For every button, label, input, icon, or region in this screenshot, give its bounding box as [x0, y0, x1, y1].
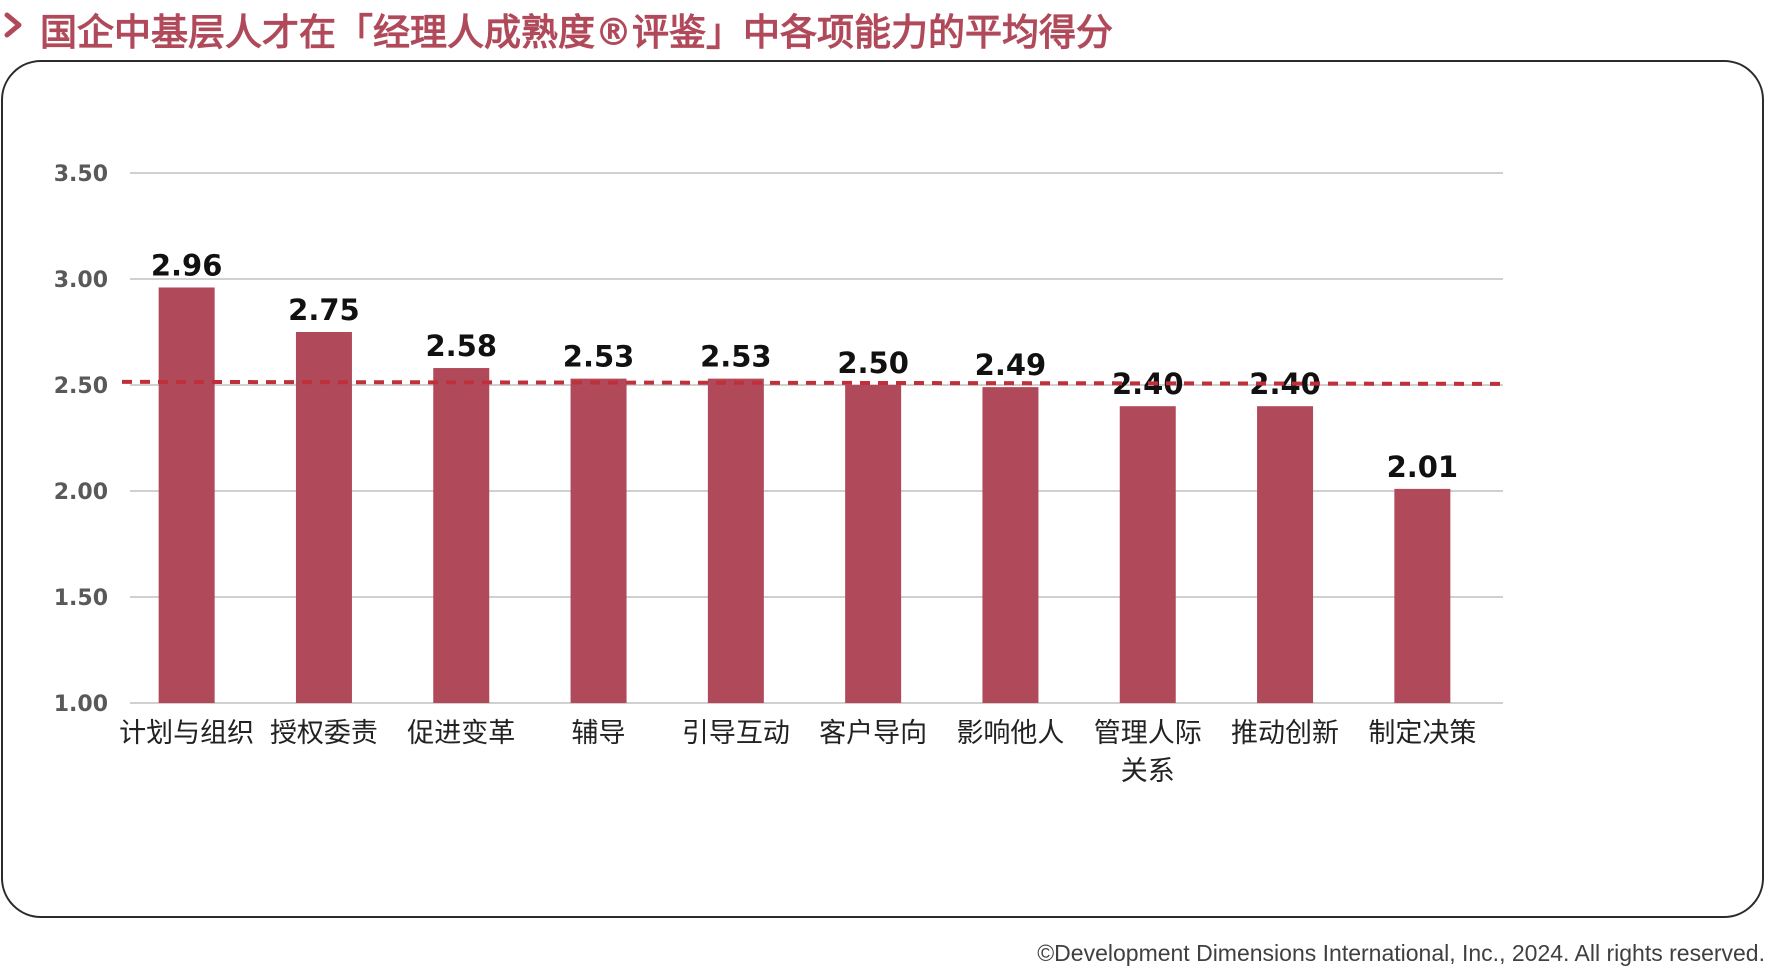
title-row: 国企中基层人才在「经理人成熟度®评鉴」中各项能力的平均得分 [0, 0, 1769, 54]
bar-value-label: 2.96 [151, 248, 223, 282]
y-tick-label: 1.00 [54, 692, 108, 717]
x-tick-label: 客户导向 [819, 718, 927, 749]
x-tick-label: 引导互动 [682, 718, 790, 749]
bar [158, 287, 215, 703]
bar-value-label: 2.01 [1387, 450, 1459, 484]
x-tick-label: 关系 [1121, 756, 1175, 787]
bar [1394, 488, 1451, 703]
y-tick-label: 1.50 [54, 586, 108, 611]
bar-value-label: 2.50 [837, 346, 909, 380]
x-tick-label: 辅导 [572, 718, 626, 749]
bar [433, 368, 490, 703]
bar [295, 332, 352, 703]
bar-value-label: 2.58 [425, 329, 497, 363]
bar [1119, 406, 1176, 703]
x-tick-label: 计划与组织 [119, 718, 254, 749]
bar [982, 387, 1039, 703]
bar-value-label: 2.49 [975, 348, 1047, 382]
bar-value-label: 2.75 [288, 293, 360, 327]
x-tick-label: 推动创新 [1231, 718, 1339, 749]
y-tick-label: 3.00 [54, 268, 108, 293]
bar-value-label: 2.53 [563, 340, 635, 374]
bar [845, 385, 902, 703]
bar-value-label: 2.53 [700, 340, 772, 374]
average-reference-line [121, 379, 1508, 386]
y-tick-label: 2.00 [54, 480, 108, 505]
x-tick-label: 促进变革 [407, 718, 515, 749]
x-tick-label: 授权委责 [270, 718, 378, 749]
bar [570, 378, 627, 703]
x-tick-label: 管理人际 [1094, 718, 1202, 749]
x-tick-label: 影响他人 [956, 718, 1064, 749]
bar [707, 378, 764, 703]
y-tick-label: 2.50 [54, 374, 108, 399]
chevron-right-icon [4, 12, 22, 38]
chart-title: 国企中基层人才在「经理人成熟度®评鉴」中各项能力的平均得分 [40, 11, 1113, 54]
copyright-footer: ©Development Dimensions International, I… [1037, 940, 1765, 966]
x-tick-label: 制定决策 [1368, 718, 1476, 749]
y-tick-label: 3.50 [54, 162, 108, 187]
bar [1257, 406, 1314, 703]
